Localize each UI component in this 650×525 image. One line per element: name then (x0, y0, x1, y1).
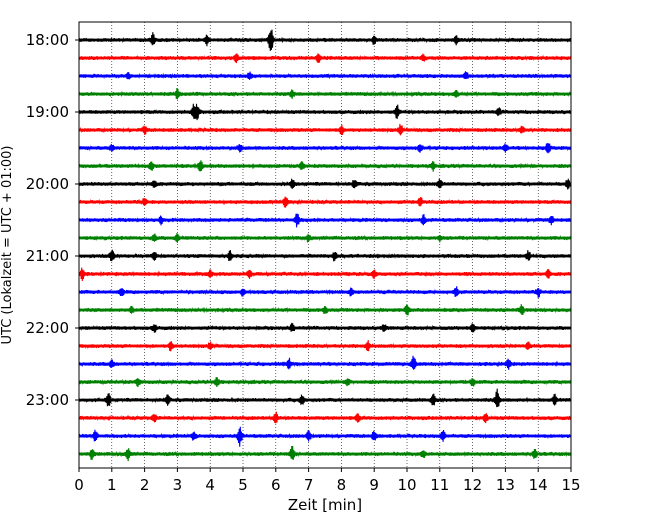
x-tick-label: 9 (369, 476, 379, 494)
x-tick-label: 5 (238, 476, 248, 494)
trace-line (78, 213, 572, 228)
x-axis: 0 1 2 3 4 5 6 7 8 9 10 11 12 13 14 15 (74, 468, 581, 494)
y-axis-label: UTC (Lokalzeit = UTC + 01:00) (0, 146, 15, 345)
y-tick-label: 22:00 (26, 319, 69, 337)
x-tick-label: 12 (463, 476, 482, 494)
x-tick-label: 8 (337, 476, 347, 494)
trace-line (78, 388, 572, 408)
x-tick-label: 15 (561, 476, 580, 494)
x-tick-label: 6 (271, 476, 281, 494)
grid-lines (111, 22, 539, 468)
y-tick-label: 21:00 (26, 247, 69, 265)
plot-frame (78, 21, 572, 469)
x-tick-label: 4 (205, 476, 215, 494)
trace-line (78, 29, 572, 51)
trace-line (78, 322, 572, 333)
x-tick-label: 7 (304, 476, 314, 494)
y-tick-label: 20:00 (26, 175, 69, 193)
x-tick-label: 13 (496, 476, 515, 494)
y-tick-label: 23:00 (26, 391, 69, 409)
y-tick-label: 18:00 (26, 31, 69, 49)
trace-group (78, 29, 572, 462)
trace-line (78, 304, 572, 316)
x-tick-label: 0 (74, 476, 84, 494)
x-tick-label: 3 (173, 476, 183, 494)
trace-line (78, 339, 572, 352)
x-tick-label: 2 (140, 476, 150, 494)
x-tick-label: 11 (430, 476, 449, 494)
trace-line (78, 87, 572, 100)
x-tick-label: 1 (107, 476, 117, 494)
y-axis: 18:00 19:00 20:00 21:00 22:00 23:00 (26, 31, 79, 409)
y-tick-label: 19:00 (26, 103, 69, 121)
x-tick-label: 14 (529, 476, 548, 494)
x-axis-label: Zeit [min] (288, 496, 362, 514)
x-tick-label: 10 (397, 476, 416, 494)
